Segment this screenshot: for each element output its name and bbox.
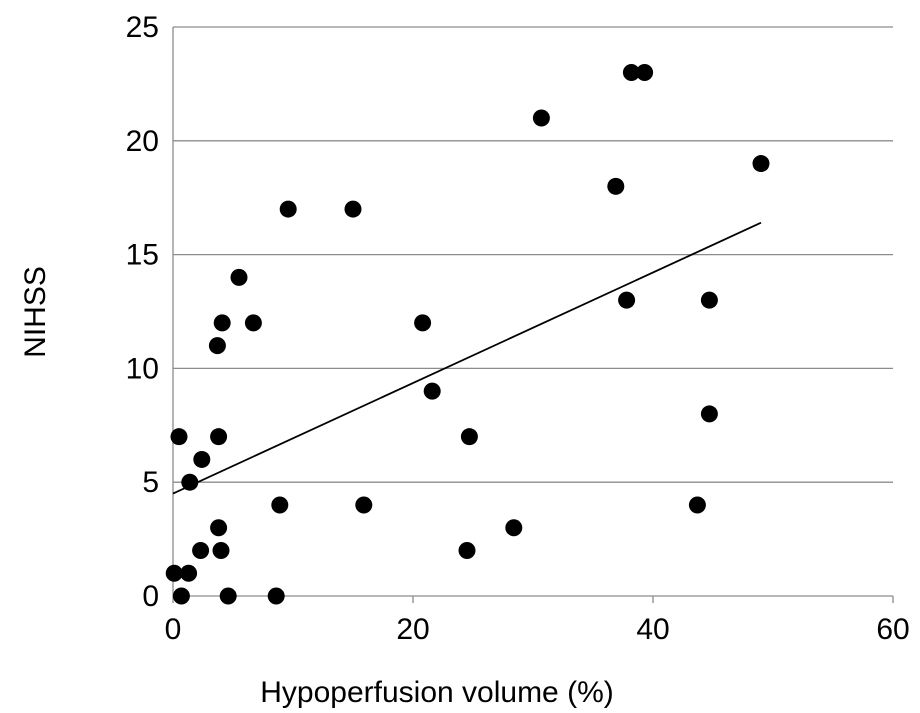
y-axis-title: NIHSS — [19, 266, 52, 358]
y-tick-label-0: 0 — [142, 580, 159, 613]
data-point-19 — [355, 496, 373, 514]
data-point-5 — [192, 541, 210, 559]
data-point-26 — [607, 177, 625, 195]
x-tick-label-0: 0 — [165, 613, 182, 646]
data-point-3 — [180, 564, 198, 582]
tick-labels: 0 5 10 15 20 25 0 20 40 60 — [126, 11, 910, 646]
data-point-1 — [170, 428, 188, 446]
data-point-11 — [213, 314, 231, 332]
data-point-9 — [210, 519, 228, 537]
data-point-13 — [230, 268, 248, 286]
data-point-21 — [423, 382, 441, 400]
data-point-28 — [622, 64, 640, 82]
x-tick-label-60: 60 — [876, 613, 909, 646]
data-point-10 — [212, 541, 230, 559]
data-point-12 — [219, 587, 237, 605]
data-point-30 — [688, 496, 706, 514]
x-tick-label-40: 40 — [636, 613, 669, 646]
data-points — [165, 64, 770, 605]
data-point-31 — [700, 291, 718, 309]
data-point-33 — [752, 155, 770, 173]
data-point-4 — [181, 473, 199, 491]
data-point-20 — [414, 314, 432, 332]
data-point-8 — [210, 428, 228, 446]
x-axis-title: Hypoperfusion volume (%) — [260, 676, 613, 709]
data-point-25 — [532, 109, 550, 127]
gridlines — [173, 26, 893, 483]
y-tick-label-10: 10 — [126, 352, 159, 385]
data-point-32 — [700, 405, 718, 423]
data-point-14 — [244, 314, 262, 332]
data-point-27 — [618, 291, 636, 309]
data-point-7 — [208, 337, 226, 355]
data-point-15 — [267, 587, 285, 605]
data-point-29 — [636, 64, 654, 82]
data-point-0 — [165, 564, 183, 582]
y-tick-label-15: 15 — [126, 239, 159, 272]
axes — [172, 27, 894, 603]
trendline-layer — [172, 221, 762, 495]
data-point-18 — [344, 200, 362, 218]
y-tick-label-25: 25 — [126, 11, 159, 44]
data-point-24 — [505, 519, 523, 537]
data-point-23 — [460, 428, 478, 446]
data-point-17 — [279, 200, 297, 218]
y-tick-label-20: 20 — [126, 125, 159, 158]
data-point-16 — [271, 496, 289, 514]
data-point-6 — [193, 450, 211, 468]
data-point-2 — [172, 587, 190, 605]
data-point-22 — [458, 541, 476, 559]
y-tick-label-5: 5 — [142, 466, 159, 499]
x-tick-label-20: 20 — [396, 613, 429, 646]
trendline — [172, 221, 762, 495]
